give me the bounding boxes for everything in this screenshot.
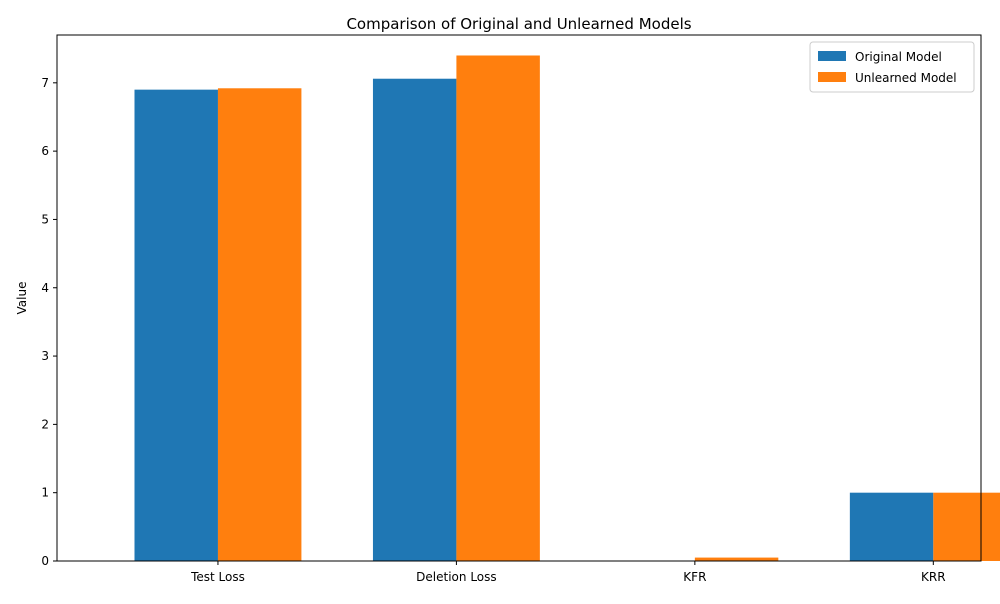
y-tick-label-3: 3	[41, 349, 49, 363]
bar-unlearned-3	[933, 492, 1000, 561]
y-tick-label-4: 4	[41, 281, 49, 295]
legend-swatch-0	[818, 51, 846, 61]
x-tick-label-0: Test Loss	[190, 570, 245, 584]
plot-frame	[56, 34, 982, 562]
bar-unlearned-2	[694, 557, 779, 561]
y-axis: 0 1 2 3 4 5 6 7	[41, 76, 57, 568]
legend: Original Model Unlearned Model	[809, 41, 975, 93]
legend-label-1: Unlearned Model	[855, 71, 957, 85]
x-tick-label-3: KRR	[921, 570, 946, 584]
bars-group	[134, 55, 1000, 562]
legend-label-0: Original Model	[855, 50, 942, 64]
bar-original-1	[372, 78, 457, 561]
y-tick-label-7: 7	[41, 76, 49, 90]
y-tick-label-0: 0	[41, 554, 49, 568]
bar-original-3	[849, 492, 934, 561]
x-tick-label-1: Deletion Loss	[416, 570, 496, 584]
bar-unlearned-0	[217, 88, 302, 562]
bar-unlearned-1	[456, 55, 540, 562]
y-tick-label-6: 6	[41, 144, 49, 158]
chart-title: Comparison of Original and Unlearned Mod…	[346, 15, 691, 33]
y-tick-label-5: 5	[41, 212, 49, 226]
x-tick-label-2: KFR	[683, 570, 706, 584]
x-axis: Test Loss Deletion Loss KFR KRR	[190, 561, 946, 584]
y-axis-label: Value	[15, 282, 29, 315]
y-tick-label-2: 2	[41, 417, 49, 431]
legend-box	[809, 41, 975, 93]
legend-swatch-1	[818, 72, 846, 82]
bar-original-0	[134, 89, 218, 561]
y-tick-label-1: 1	[41, 486, 49, 500]
